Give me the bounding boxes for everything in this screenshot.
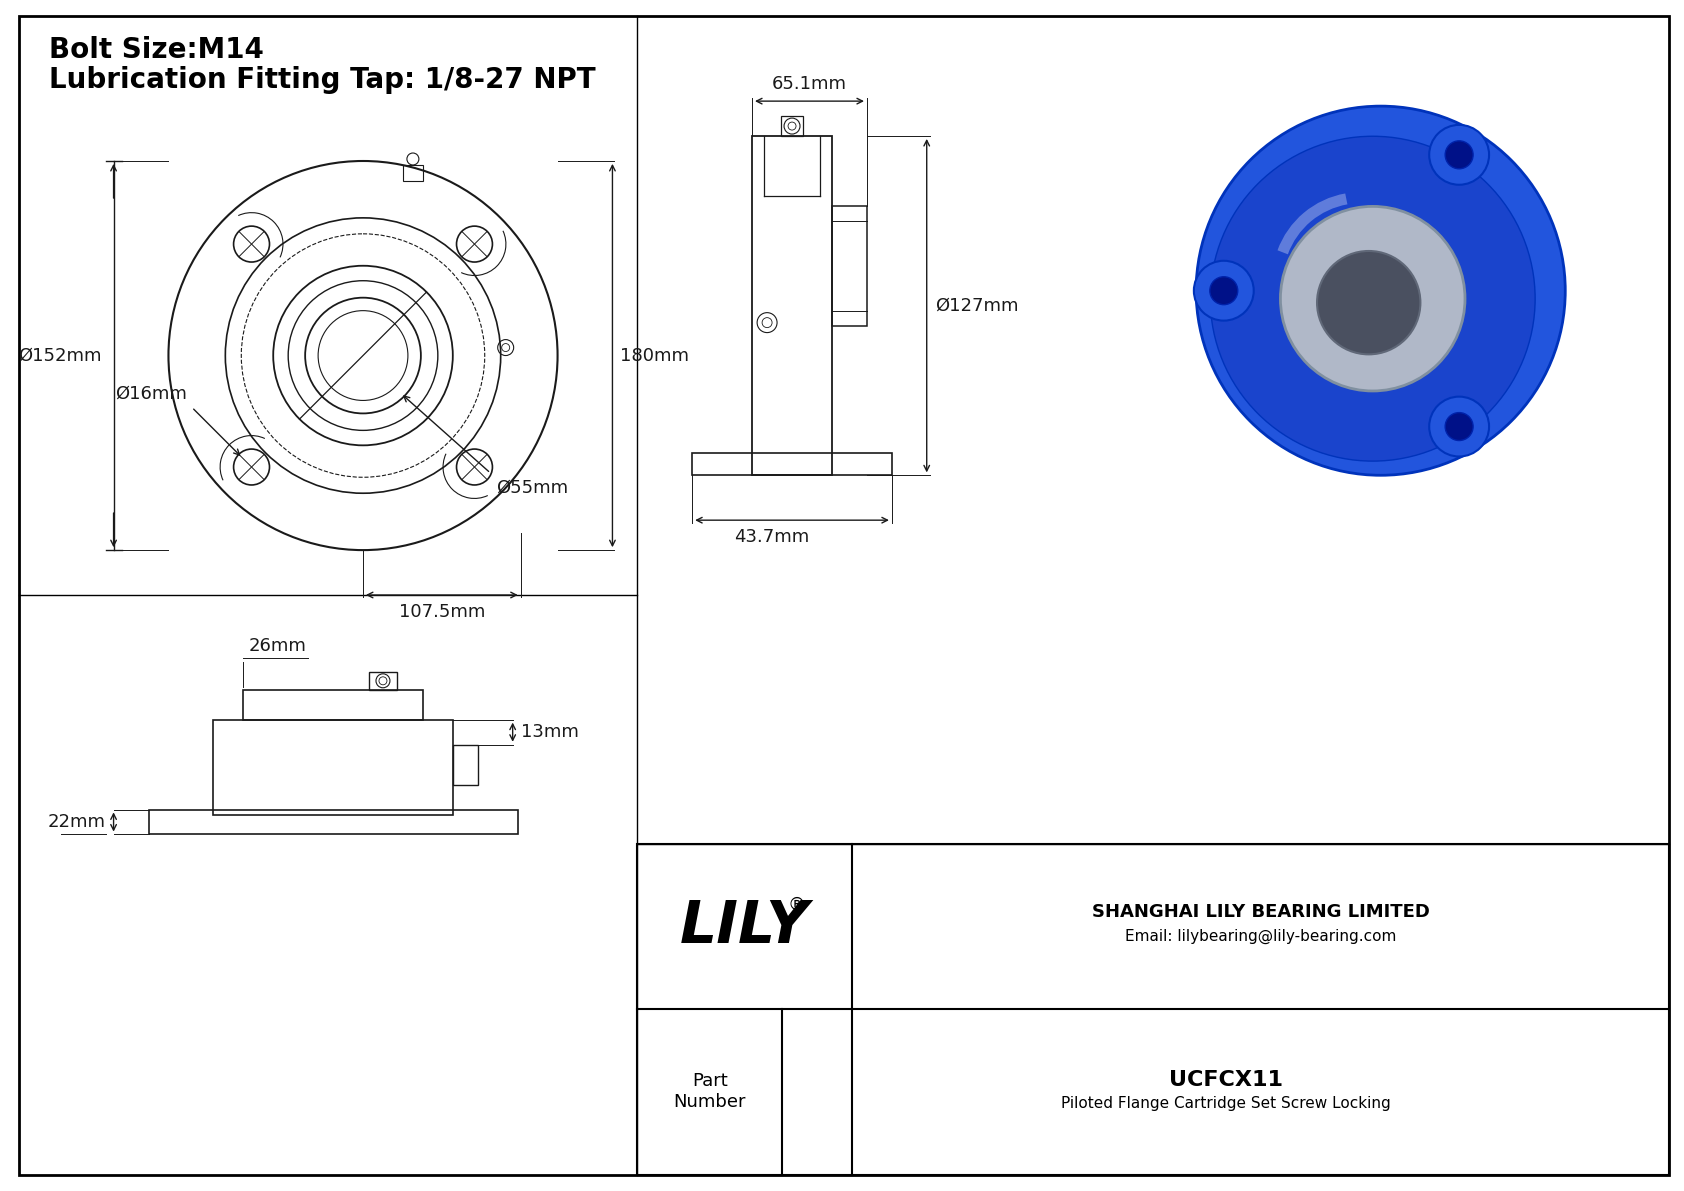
Text: LILY: LILY [680, 898, 810, 955]
Bar [781, 116, 803, 136]
Text: SHANGHAI LILY BEARING LIMITED: SHANGHAI LILY BEARING LIMITED [1091, 903, 1430, 921]
Circle shape [1445, 412, 1474, 441]
Text: 13mm: 13mm [520, 723, 579, 741]
Bar [242, 690, 423, 719]
Circle shape [1280, 206, 1465, 391]
Bar [637, 844, 1669, 1174]
Text: Ø152mm: Ø152mm [19, 347, 101, 364]
Text: 65.1mm: 65.1mm [771, 75, 847, 93]
Circle shape [1194, 261, 1253, 320]
Circle shape [1445, 141, 1474, 169]
Text: 180mm: 180mm [620, 347, 689, 364]
Text: Ø127mm: Ø127mm [935, 297, 1019, 314]
Text: Ø55mm: Ø55mm [495, 479, 568, 497]
Text: Piloted Flange Cartridge Set Screw Locking: Piloted Flange Cartridge Set Screw Locki… [1061, 1097, 1391, 1111]
Text: 26mm: 26mm [248, 637, 306, 655]
Text: Bolt Size:M14: Bolt Size:M14 [49, 36, 264, 64]
Bar [453, 744, 478, 785]
Text: Email: lilybearing@lily-bearing.com: Email: lilybearing@lily-bearing.com [1125, 929, 1396, 944]
Bar [148, 810, 517, 835]
Bar [692, 454, 893, 475]
Bar [369, 672, 397, 690]
Text: Lubrication Fitting Tap: 1/8-27 NPT: Lubrication Fitting Tap: 1/8-27 NPT [49, 67, 596, 94]
Text: 22mm: 22mm [47, 813, 106, 831]
Text: 107.5mm: 107.5mm [399, 603, 485, 621]
Bar [832, 206, 867, 325]
Text: ®: ® [788, 896, 805, 913]
Text: 43.7mm: 43.7mm [734, 528, 810, 547]
Bar [753, 136, 832, 475]
Circle shape [1196, 106, 1564, 475]
Text: UCFCX11: UCFCX11 [1169, 1070, 1283, 1090]
Bar [402, 166, 423, 181]
Bar [214, 719, 453, 815]
Circle shape [1211, 136, 1536, 461]
Circle shape [1430, 397, 1489, 456]
Text: Ø16mm: Ø16mm [115, 385, 187, 403]
Circle shape [1430, 125, 1489, 185]
Circle shape [1317, 251, 1420, 355]
Circle shape [1209, 276, 1238, 305]
Text: Part
Number: Part Number [674, 1072, 746, 1111]
